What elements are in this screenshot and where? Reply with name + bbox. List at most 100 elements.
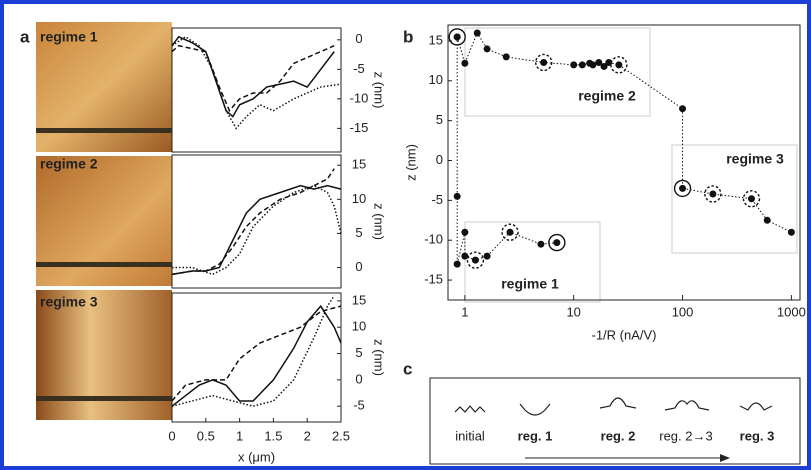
y-tick-label: 5 bbox=[436, 112, 443, 127]
y-tick-label: 10 bbox=[352, 319, 366, 334]
stage-label: reg. 3 bbox=[740, 428, 775, 443]
point bbox=[540, 58, 548, 66]
image-label: regime 1 bbox=[40, 29, 98, 45]
point bbox=[615, 61, 623, 69]
region-label: regime 1 bbox=[501, 276, 559, 292]
region-box bbox=[464, 221, 601, 303]
plot-area bbox=[171, 292, 342, 423]
y-tick-label: 15 bbox=[429, 32, 443, 47]
point-ring bbox=[501, 223, 519, 241]
scan-line bbox=[36, 262, 172, 267]
region-label: regime 2 bbox=[578, 88, 636, 104]
x-tick-label: 1.5 bbox=[264, 428, 282, 443]
point bbox=[679, 105, 687, 113]
point bbox=[763, 216, 771, 224]
point bbox=[709, 190, 717, 198]
y-tick-label: 5 bbox=[355, 345, 362, 360]
y-tick-label: -15 bbox=[424, 272, 443, 287]
y-tick-label: -10 bbox=[424, 232, 443, 247]
y-tick-label: 0 bbox=[436, 152, 443, 167]
arrow-head bbox=[720, 454, 730, 462]
stage-label: reg. 1 bbox=[518, 428, 553, 443]
point bbox=[471, 256, 479, 264]
scan-line bbox=[36, 396, 172, 401]
panel-label: a bbox=[20, 27, 30, 46]
y-tick-label: 15 bbox=[352, 292, 366, 307]
point bbox=[595, 58, 603, 66]
y-tick-label: -5 bbox=[353, 61, 365, 76]
x-axis-label: x (μm) bbox=[238, 449, 275, 464]
point bbox=[453, 192, 461, 200]
y-tick-label: 0 bbox=[355, 31, 362, 46]
point bbox=[787, 228, 795, 236]
panel-label: c bbox=[403, 359, 412, 378]
region-box bbox=[671, 144, 798, 254]
point bbox=[553, 239, 561, 247]
profile-line bbox=[171, 305, 342, 402]
point bbox=[483, 45, 491, 53]
stage-label: reg. 2 bbox=[601, 428, 636, 443]
point-ring bbox=[548, 233, 566, 252]
x-tick-label: 1000 bbox=[777, 304, 806, 319]
point bbox=[461, 252, 469, 260]
point bbox=[502, 53, 510, 61]
point bbox=[570, 61, 578, 69]
point-ring bbox=[466, 251, 485, 269]
y-tick-label: -15 bbox=[350, 120, 369, 135]
point bbox=[605, 58, 613, 66]
stage-label: initial bbox=[455, 428, 485, 443]
point-ring bbox=[673, 179, 692, 198]
point-ring bbox=[610, 56, 628, 74]
tip-icons bbox=[454, 397, 773, 416]
point bbox=[747, 195, 755, 203]
stage-label: reg. 2→3 bbox=[659, 428, 712, 443]
diagram-box bbox=[429, 377, 801, 465]
x-tick-label: 100 bbox=[672, 304, 694, 319]
point bbox=[578, 61, 586, 69]
region-box bbox=[464, 27, 651, 117]
point bbox=[473, 29, 481, 37]
y-tick-label: 15 bbox=[352, 157, 366, 172]
y-axis-label: z (nm) bbox=[372, 339, 387, 376]
point bbox=[537, 240, 545, 248]
x-axis-label: -1/R (nA/V) bbox=[591, 327, 656, 342]
profile-line bbox=[171, 44, 335, 113]
point bbox=[589, 61, 597, 69]
plot-area bbox=[447, 24, 801, 301]
x-tick-label: 1 bbox=[236, 428, 243, 443]
x-tick-label: 0 bbox=[168, 428, 175, 443]
region-label: regime 3 bbox=[726, 151, 784, 167]
y-tick-label: 0 bbox=[355, 259, 362, 274]
point bbox=[679, 184, 687, 192]
x-tick-label: 2.5 bbox=[332, 428, 350, 443]
image-label: regime 3 bbox=[40, 294, 98, 310]
point bbox=[453, 33, 461, 41]
point bbox=[506, 228, 514, 236]
y-tick-label: 10 bbox=[429, 72, 443, 87]
y-axis-label: z (nm) bbox=[372, 203, 387, 240]
scan-line bbox=[36, 128, 172, 133]
point bbox=[461, 228, 469, 236]
point-ring bbox=[704, 185, 722, 203]
x-tick-label: 2 bbox=[304, 428, 311, 443]
point bbox=[461, 59, 469, 67]
plot-area bbox=[171, 154, 342, 289]
y-axis-label: z (nm) bbox=[403, 144, 418, 181]
x-tick-label: 0.5 bbox=[197, 428, 215, 443]
x-tick-label: 1 bbox=[461, 304, 468, 319]
panel-label: b bbox=[403, 27, 413, 46]
data-line bbox=[456, 36, 557, 265]
profile-line bbox=[171, 35, 335, 118]
point bbox=[453, 260, 461, 268]
y-tick-label: -10 bbox=[350, 90, 369, 105]
y-tick-label: -5 bbox=[431, 192, 443, 207]
x-tick-label: 10 bbox=[566, 304, 580, 319]
y-tick-label: 10 bbox=[352, 191, 366, 206]
point bbox=[483, 252, 491, 260]
y-tick-label: 5 bbox=[355, 225, 362, 240]
profile-line bbox=[171, 168, 335, 276]
image-label: regime 2 bbox=[40, 156, 98, 172]
point-ring bbox=[742, 190, 761, 208]
y-axis-label: z (nm) bbox=[372, 72, 387, 109]
